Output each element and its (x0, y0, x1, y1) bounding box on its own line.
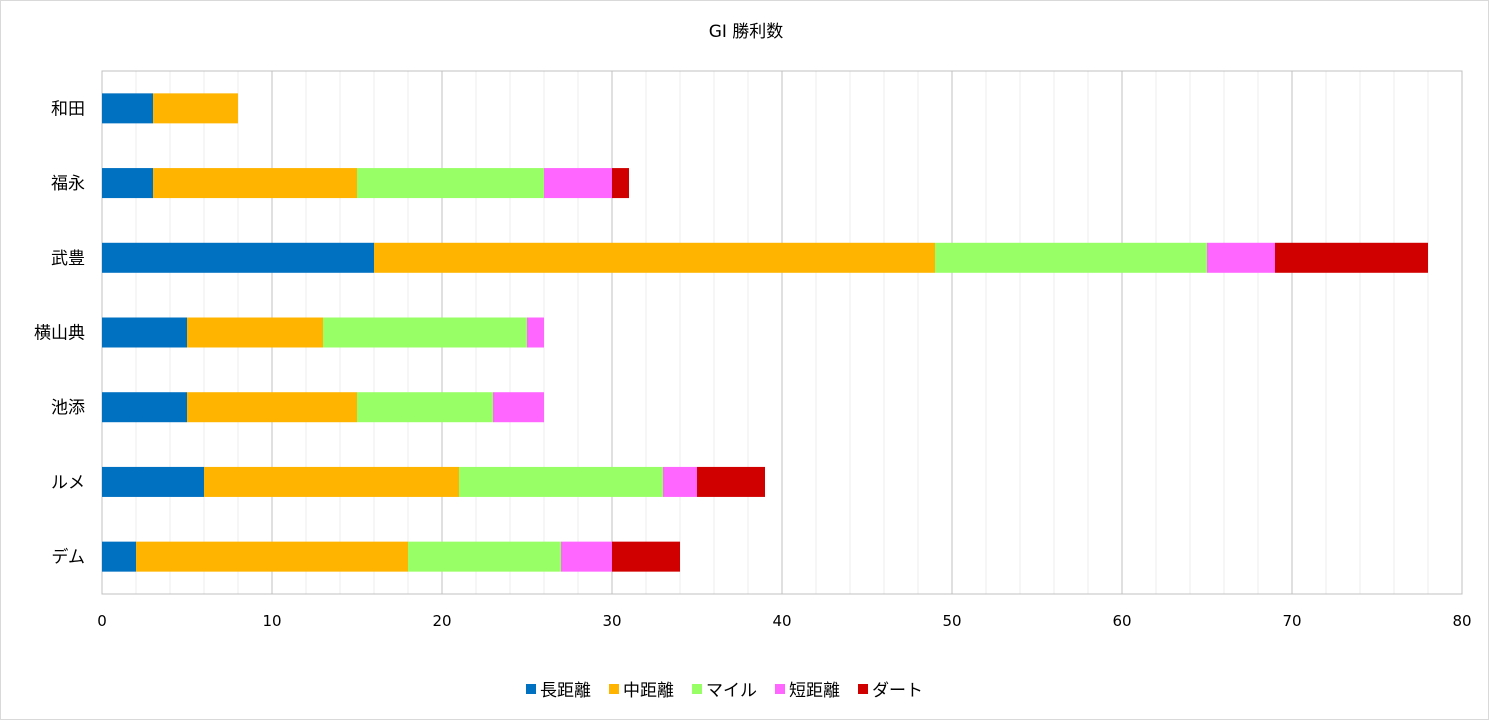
bar-segment (102, 466, 204, 497)
bar-segment (187, 317, 323, 348)
bar-segment (612, 168, 629, 199)
x-tick-label: 60 (1112, 612, 1131, 630)
legend-swatch (692, 684, 702, 694)
bar-segment (323, 317, 527, 348)
bar-segment (357, 168, 544, 199)
bar-segment (935, 242, 1207, 273)
bar-segment (697, 466, 765, 497)
bar-segment (663, 466, 697, 497)
y-category-label: 福永 (51, 174, 85, 194)
y-category-label: ルメ (51, 473, 85, 493)
legend: 長距離 中距離 マイル 短距離 ダート (526, 681, 923, 701)
bar-segment (1207, 242, 1275, 273)
bar-segment (102, 317, 187, 348)
bar-segment (1275, 242, 1428, 273)
y-category-label: 池添 (51, 398, 85, 418)
bar-segment (357, 392, 493, 423)
x-tick-label: 70 (1282, 612, 1301, 630)
x-tick-label: 50 (942, 612, 961, 630)
legend-label: 中距離 (623, 681, 674, 701)
legend-label: 短距離 (789, 681, 840, 701)
y-category-label: 武豊 (51, 249, 85, 269)
x-tick-label: 80 (1452, 612, 1471, 630)
legend-swatch (858, 684, 868, 694)
bar-segment (187, 392, 357, 423)
bar-segment (102, 168, 153, 199)
x-tick-label: 30 (602, 612, 621, 630)
legend-swatch (775, 684, 785, 694)
bar-segment (561, 541, 612, 572)
legend-label: マイル (706, 681, 757, 701)
bar-segment (153, 168, 357, 199)
bar-segment (102, 93, 153, 124)
bar-segment (102, 392, 187, 423)
bar-segment (204, 466, 459, 497)
y-category-label: 和田 (51, 99, 85, 119)
y-category-label: 横山典 (34, 324, 85, 344)
y-category-label: デム (51, 547, 85, 568)
chart-title: GI 勝利数 (709, 22, 784, 42)
x-tick-label: 0 (97, 612, 107, 630)
bar-segment (408, 541, 561, 572)
x-axis-ticks: 0 10 20 30 40 50 60 70 80 (97, 612, 1471, 630)
bar-segment (102, 541, 136, 572)
bar-segment (612, 541, 680, 572)
bar-segment (136, 541, 408, 572)
bar-segment (153, 93, 238, 124)
x-tick-label: 40 (772, 612, 791, 630)
bar-segment (493, 392, 544, 423)
bar-segment (544, 168, 612, 199)
legend-swatch (526, 684, 536, 694)
bar-segment (102, 242, 374, 273)
bar-segment (527, 317, 544, 348)
legend-label: 長距離 (540, 681, 591, 701)
bar-segment (374, 242, 935, 273)
bars (102, 93, 1428, 572)
x-tick-label: 20 (432, 612, 451, 630)
bar-segment (459, 466, 663, 497)
x-tick-label: 10 (262, 612, 281, 630)
legend-label: ダート (872, 681, 923, 701)
legend-swatch (609, 684, 619, 694)
